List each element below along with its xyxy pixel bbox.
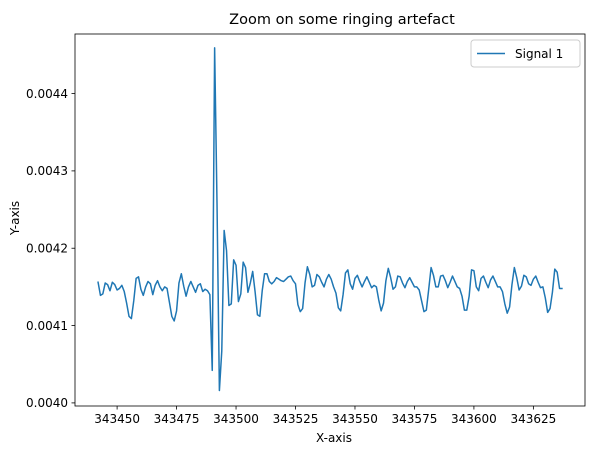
x-tick-label: 343575 <box>392 412 438 426</box>
legend: Signal 1 <box>470 39 581 68</box>
legend-box <box>470 39 581 68</box>
x-tick-label: 343450 <box>94 412 140 426</box>
series-line-1 <box>97 47 563 392</box>
x-tick-label: 343500 <box>213 412 259 426</box>
axes-frame <box>74 33 586 407</box>
y-tick-label: 0.0044 <box>26 87 68 101</box>
y-tick-label: 0.0043 <box>26 164 68 178</box>
legend-label: Signal 1 <box>515 47 563 61</box>
y-axis-label: Y-axis <box>8 201 22 236</box>
plot-area <box>74 33 586 407</box>
chart-title: Zoom on some ringing artefact <box>229 12 455 28</box>
x-tick-label: 343550 <box>332 412 378 426</box>
x-tick-label: 343525 <box>273 412 319 426</box>
x-axis-ticks: 343450 343475 343500 343525 343550 343575 3436… <box>94 406 556 426</box>
y-axis-ticks: 0.0040 0.0041 0.0042 0.0043 0.0044 <box>26 87 75 410</box>
x-tick-label: 343625 <box>510 412 556 426</box>
y-tick-label: 0.0040 <box>26 396 68 410</box>
x-tick-label: 343475 <box>154 412 200 426</box>
y-tick-label: 0.0042 <box>26 242 68 256</box>
x-axis-label: X-axis <box>316 431 352 445</box>
plot-background <box>75 34 585 406</box>
x-tick-label: 343600 <box>451 412 497 426</box>
y-tick-label: 0.0041 <box>26 319 68 333</box>
